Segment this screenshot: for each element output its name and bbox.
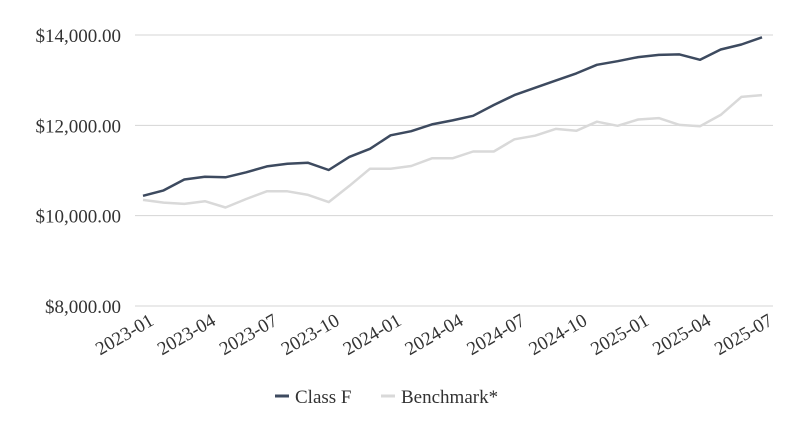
legend-label: Benchmark* xyxy=(401,387,498,408)
x-tick-label: 2023-07 xyxy=(216,310,281,360)
x-tick-label: 2024-10 xyxy=(525,310,590,360)
grid-lines xyxy=(135,34,773,307)
x-tick-label: 2024-01 xyxy=(340,310,405,360)
x-tick-label: 2025-01 xyxy=(587,310,652,360)
y-tick-label: $8,000.00 xyxy=(45,297,121,318)
x-tick-label: 2023-10 xyxy=(278,310,343,360)
x-tick-label: 2024-07 xyxy=(464,310,529,360)
x-tick-label: 2025-07 xyxy=(711,310,776,360)
x-tick-label: 2024-04 xyxy=(402,310,468,360)
legend: Class F Benchmark* xyxy=(275,387,498,408)
series-lines xyxy=(142,36,763,209)
y-tick-label: $12,000.00 xyxy=(36,116,122,137)
x-tick-label: 2023-04 xyxy=(154,310,220,360)
series-line-0 xyxy=(142,36,763,198)
x-tick-label: 2025-04 xyxy=(649,310,715,360)
x-axis-tick-labels: 2023-012023-042023-072023-102024-012024-… xyxy=(92,310,776,360)
series-line-1 xyxy=(142,93,763,209)
legend-label: Class F xyxy=(295,387,352,408)
y-tick-label: $10,000.00 xyxy=(36,207,122,228)
y-axis-tick-labels: $8,000.00 $10,000.00 $12,000.00 $14,000.00 xyxy=(36,26,122,318)
y-tick-label: $14,000.00 xyxy=(36,26,122,47)
